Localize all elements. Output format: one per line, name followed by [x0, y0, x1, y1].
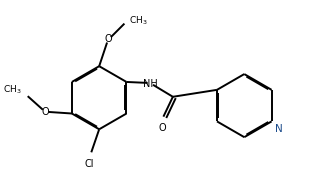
Text: O: O: [158, 123, 166, 133]
Text: O: O: [105, 34, 112, 44]
Text: Cl: Cl: [85, 159, 95, 169]
Text: CH$_3$: CH$_3$: [129, 14, 148, 27]
Text: CH$_3$: CH$_3$: [3, 84, 21, 96]
Text: N: N: [275, 124, 283, 134]
Text: O: O: [41, 107, 49, 117]
Text: NH: NH: [143, 78, 158, 89]
